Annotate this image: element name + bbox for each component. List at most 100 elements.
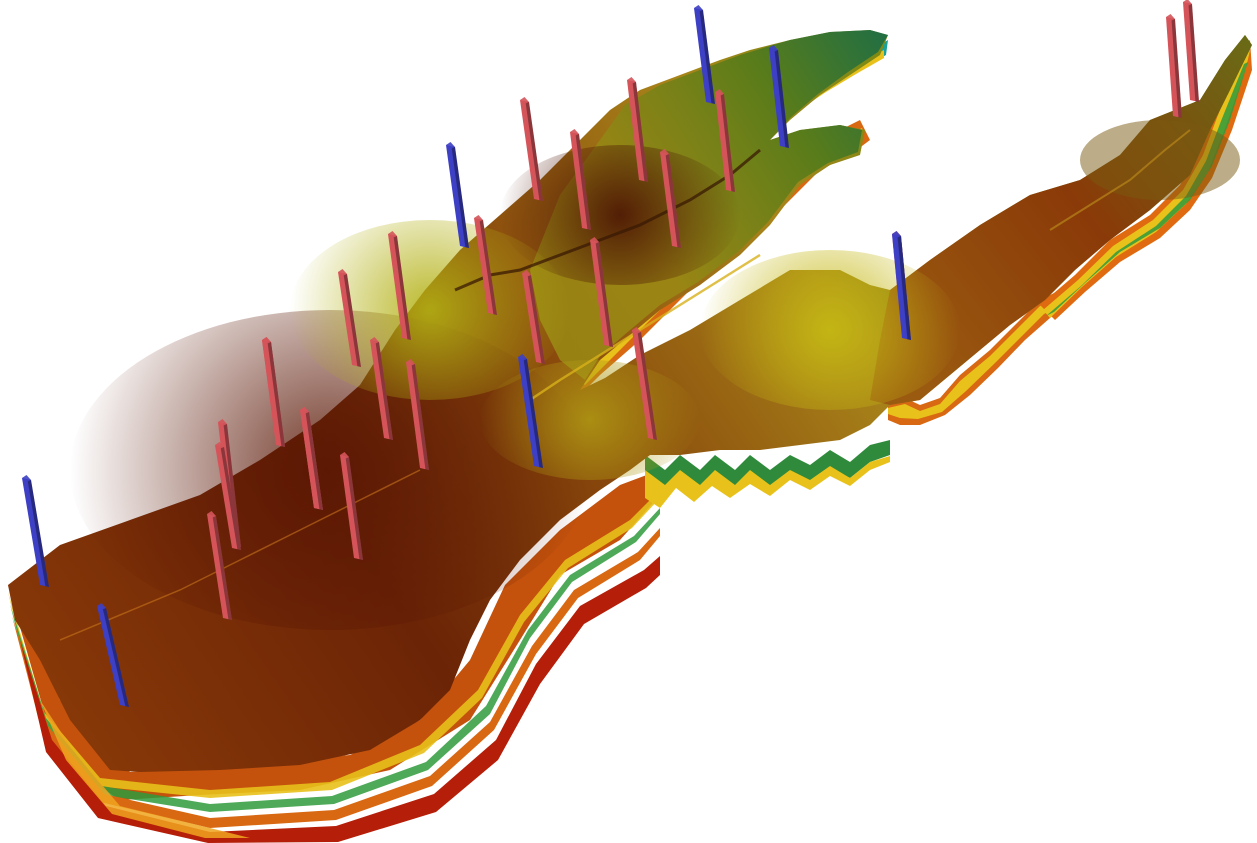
well-head [340, 452, 349, 459]
strata-wall-middle [645, 440, 890, 500]
producer-well[interactable] [340, 452, 363, 560]
injector-well[interactable] [518, 354, 543, 468]
injector-well-shaft [769, 48, 789, 148]
producer-well-shaft [1183, 2, 1199, 102]
well-shaft-shadow [220, 446, 241, 550]
well-head [218, 419, 227, 426]
injector-well[interactable] [892, 231, 911, 340]
well-shaft-shadow [393, 235, 411, 340]
well-shaft-shadow [411, 363, 429, 470]
producer-well[interactable] [570, 129, 591, 230]
producer-well-shaft [660, 152, 681, 248]
producer-well-shaft [1166, 17, 1182, 118]
well-shaft-shadow [632, 81, 648, 182]
well-head [632, 327, 641, 334]
producer-well-shaft [370, 340, 393, 440]
producer-well[interactable] [660, 149, 681, 248]
well-head [300, 407, 309, 414]
producer-well[interactable] [474, 215, 497, 315]
reservoir-top-surface [8, 30, 1252, 772]
well-shaft-shadow [305, 411, 323, 510]
producer-well[interactable] [338, 269, 361, 367]
producer-well[interactable] [632, 327, 657, 440]
producer-well[interactable] [1166, 14, 1182, 119]
well-shaft-shadow [1171, 18, 1182, 119]
well-group [22, 0, 1199, 707]
producer-well[interactable] [388, 231, 411, 340]
injector-well[interactable] [769, 45, 789, 149]
producer-well[interactable] [215, 442, 241, 550]
injector-well-shaft [518, 357, 543, 468]
producer-well[interactable] [520, 97, 543, 201]
well-shaft-shadow [479, 219, 497, 315]
well-head [388, 231, 397, 238]
injector-well[interactable] [694, 5, 715, 105]
injector-well-shaft [446, 145, 469, 248]
producer-well[interactable] [406, 359, 429, 470]
well-head [522, 270, 531, 277]
producer-well-shaft [627, 80, 648, 182]
well-head [370, 337, 379, 344]
producer-well-shaft [632, 330, 657, 440]
well-head [892, 231, 901, 238]
injector-well[interactable] [446, 142, 469, 248]
injector-well-shaft [22, 478, 49, 587]
well-shaft-shadow [451, 146, 469, 248]
well-shaft-shadow [665, 153, 681, 248]
injector-well[interactable] [97, 603, 129, 707]
well-head [446, 142, 455, 149]
well-shaft-shadow [595, 241, 613, 347]
producer-well-shaft [338, 272, 361, 367]
well-head [1183, 0, 1192, 6]
producer-well[interactable] [300, 407, 323, 510]
well-shaft-shadow [267, 341, 285, 447]
producer-well-shaft [406, 362, 429, 470]
well-shaft-shadow [897, 235, 911, 340]
well-head [694, 5, 703, 12]
producer-well[interactable] [715, 89, 735, 192]
well-shaft-shadow [102, 607, 129, 707]
well-head [769, 45, 778, 52]
well-shaft-shadow [523, 358, 543, 468]
producer-well[interactable] [370, 337, 393, 440]
well-head [627, 77, 636, 84]
well-head [474, 215, 483, 222]
well-shaft-shadow [375, 341, 393, 440]
producer-well[interactable] [1183, 0, 1199, 103]
well-shaft-shadow [27, 479, 49, 587]
well-shaft-shadow [345, 456, 363, 560]
fault-trace-1 [454, 148, 761, 292]
producer-well-shaft [207, 514, 232, 620]
producer-well[interactable] [207, 511, 232, 620]
producer-well-shaft [522, 273, 545, 364]
well-shaft-shadow [527, 274, 545, 364]
producer-well[interactable] [262, 337, 285, 447]
well-shaft-shadow [1188, 3, 1199, 103]
producer-well-shaft [300, 410, 323, 510]
producer-well-shaft [262, 340, 285, 447]
well-head [406, 359, 415, 366]
injector-well[interactable] [22, 475, 49, 587]
injector-well-shaft [892, 234, 911, 340]
well-head [518, 354, 527, 361]
well-shaft-shadow [637, 331, 657, 440]
well-head [262, 337, 271, 344]
producer-well-shaft [215, 445, 241, 550]
well-head [590, 237, 599, 244]
well-shaft-shadow [343, 273, 361, 367]
producer-well[interactable] [590, 237, 613, 347]
producer-well[interactable] [627, 77, 648, 182]
well-shaft-shadow [774, 49, 789, 149]
fault-trace-3 [59, 469, 421, 641]
well-shaft-shadow [525, 101, 543, 201]
well-head [520, 97, 529, 104]
well-head [97, 603, 106, 610]
well-head [207, 511, 216, 518]
well-head [338, 269, 347, 276]
well-head [215, 442, 224, 449]
producer-well[interactable] [522, 270, 545, 364]
producer-well-shaft [590, 240, 613, 347]
producer-well-shaft [715, 92, 735, 192]
